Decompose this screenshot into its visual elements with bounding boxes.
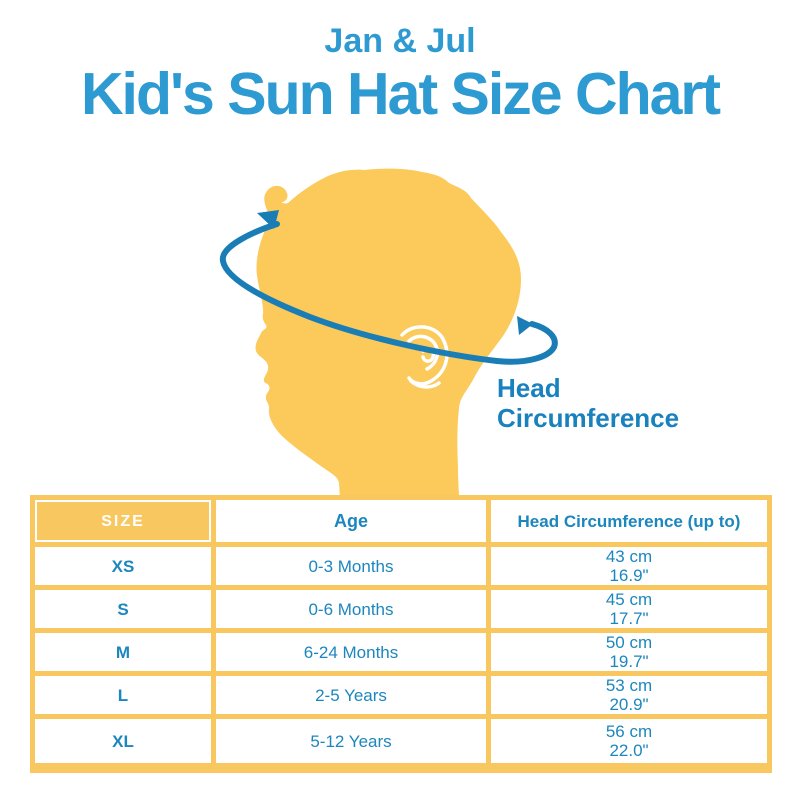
head-illustration [180, 145, 580, 497]
value-cm: 56 cm [605, 722, 653, 741]
table-row-l-size: L [35, 676, 211, 714]
table-row-xl-age: 5-12 Years [216, 719, 486, 763]
size-table: SIZE Age Head Circumference (up to) XS 0… [30, 495, 772, 773]
table-row-xs-age: 0-3 Months [216, 547, 486, 585]
brand-title: Jan & Jul [324, 22, 476, 60]
table-row-s-size: S [35, 590, 211, 628]
value-in: 22.0" [609, 741, 649, 760]
value-cm: 45 cm [605, 590, 653, 609]
arrowhead-left [257, 210, 279, 229]
value-in: 17.7" [609, 609, 649, 628]
table-row-xs-size: XS [35, 547, 211, 585]
table-row-m-circumference: 50 cm 19.7" [491, 633, 767, 671]
head-circumference-label-line2: Circumference [497, 403, 680, 433]
table-header-size: SIZE [35, 500, 211, 542]
table-row-xs-circumference: 43 cm 16.9" [491, 547, 767, 585]
table-row-xl-circumference: 56 cm 22.0" [491, 719, 767, 763]
value-in: 16.9" [609, 566, 649, 585]
page-title: Kid's Sun Hat Size Chart [80, 61, 721, 127]
arrowhead-right [517, 316, 533, 335]
table-row-xl-size: XL [35, 719, 211, 763]
table-row-s-age: 0-6 Months [216, 590, 486, 628]
table-header-age: Age [216, 500, 486, 542]
value-cm: 50 cm [605, 633, 653, 652]
table-row-m-size: M [35, 633, 211, 671]
value-in: 19.7" [609, 652, 649, 671]
table-row-l-age: 2-5 Years [216, 676, 486, 714]
head-circumference-label: Head Circumference [497, 373, 679, 433]
table-row-l-circumference: 53 cm 20.9" [491, 676, 767, 714]
value-cm: 53 cm [605, 676, 653, 695]
measurement-arrow-icon [219, 210, 558, 365]
value-in: 20.9" [609, 695, 649, 714]
head-silhouette-graphic [219, 168, 558, 497]
head-circumference-label-line1: Head [497, 373, 561, 403]
value-cm: 43 cm [605, 547, 653, 566]
table-row-s-circumference: 45 cm 17.7" [491, 590, 767, 628]
table-header-circumference: Head Circumference (up to) [491, 500, 767, 542]
head-silhouette [255, 168, 521, 497]
table-row-m-age: 6-24 Months [216, 633, 486, 671]
